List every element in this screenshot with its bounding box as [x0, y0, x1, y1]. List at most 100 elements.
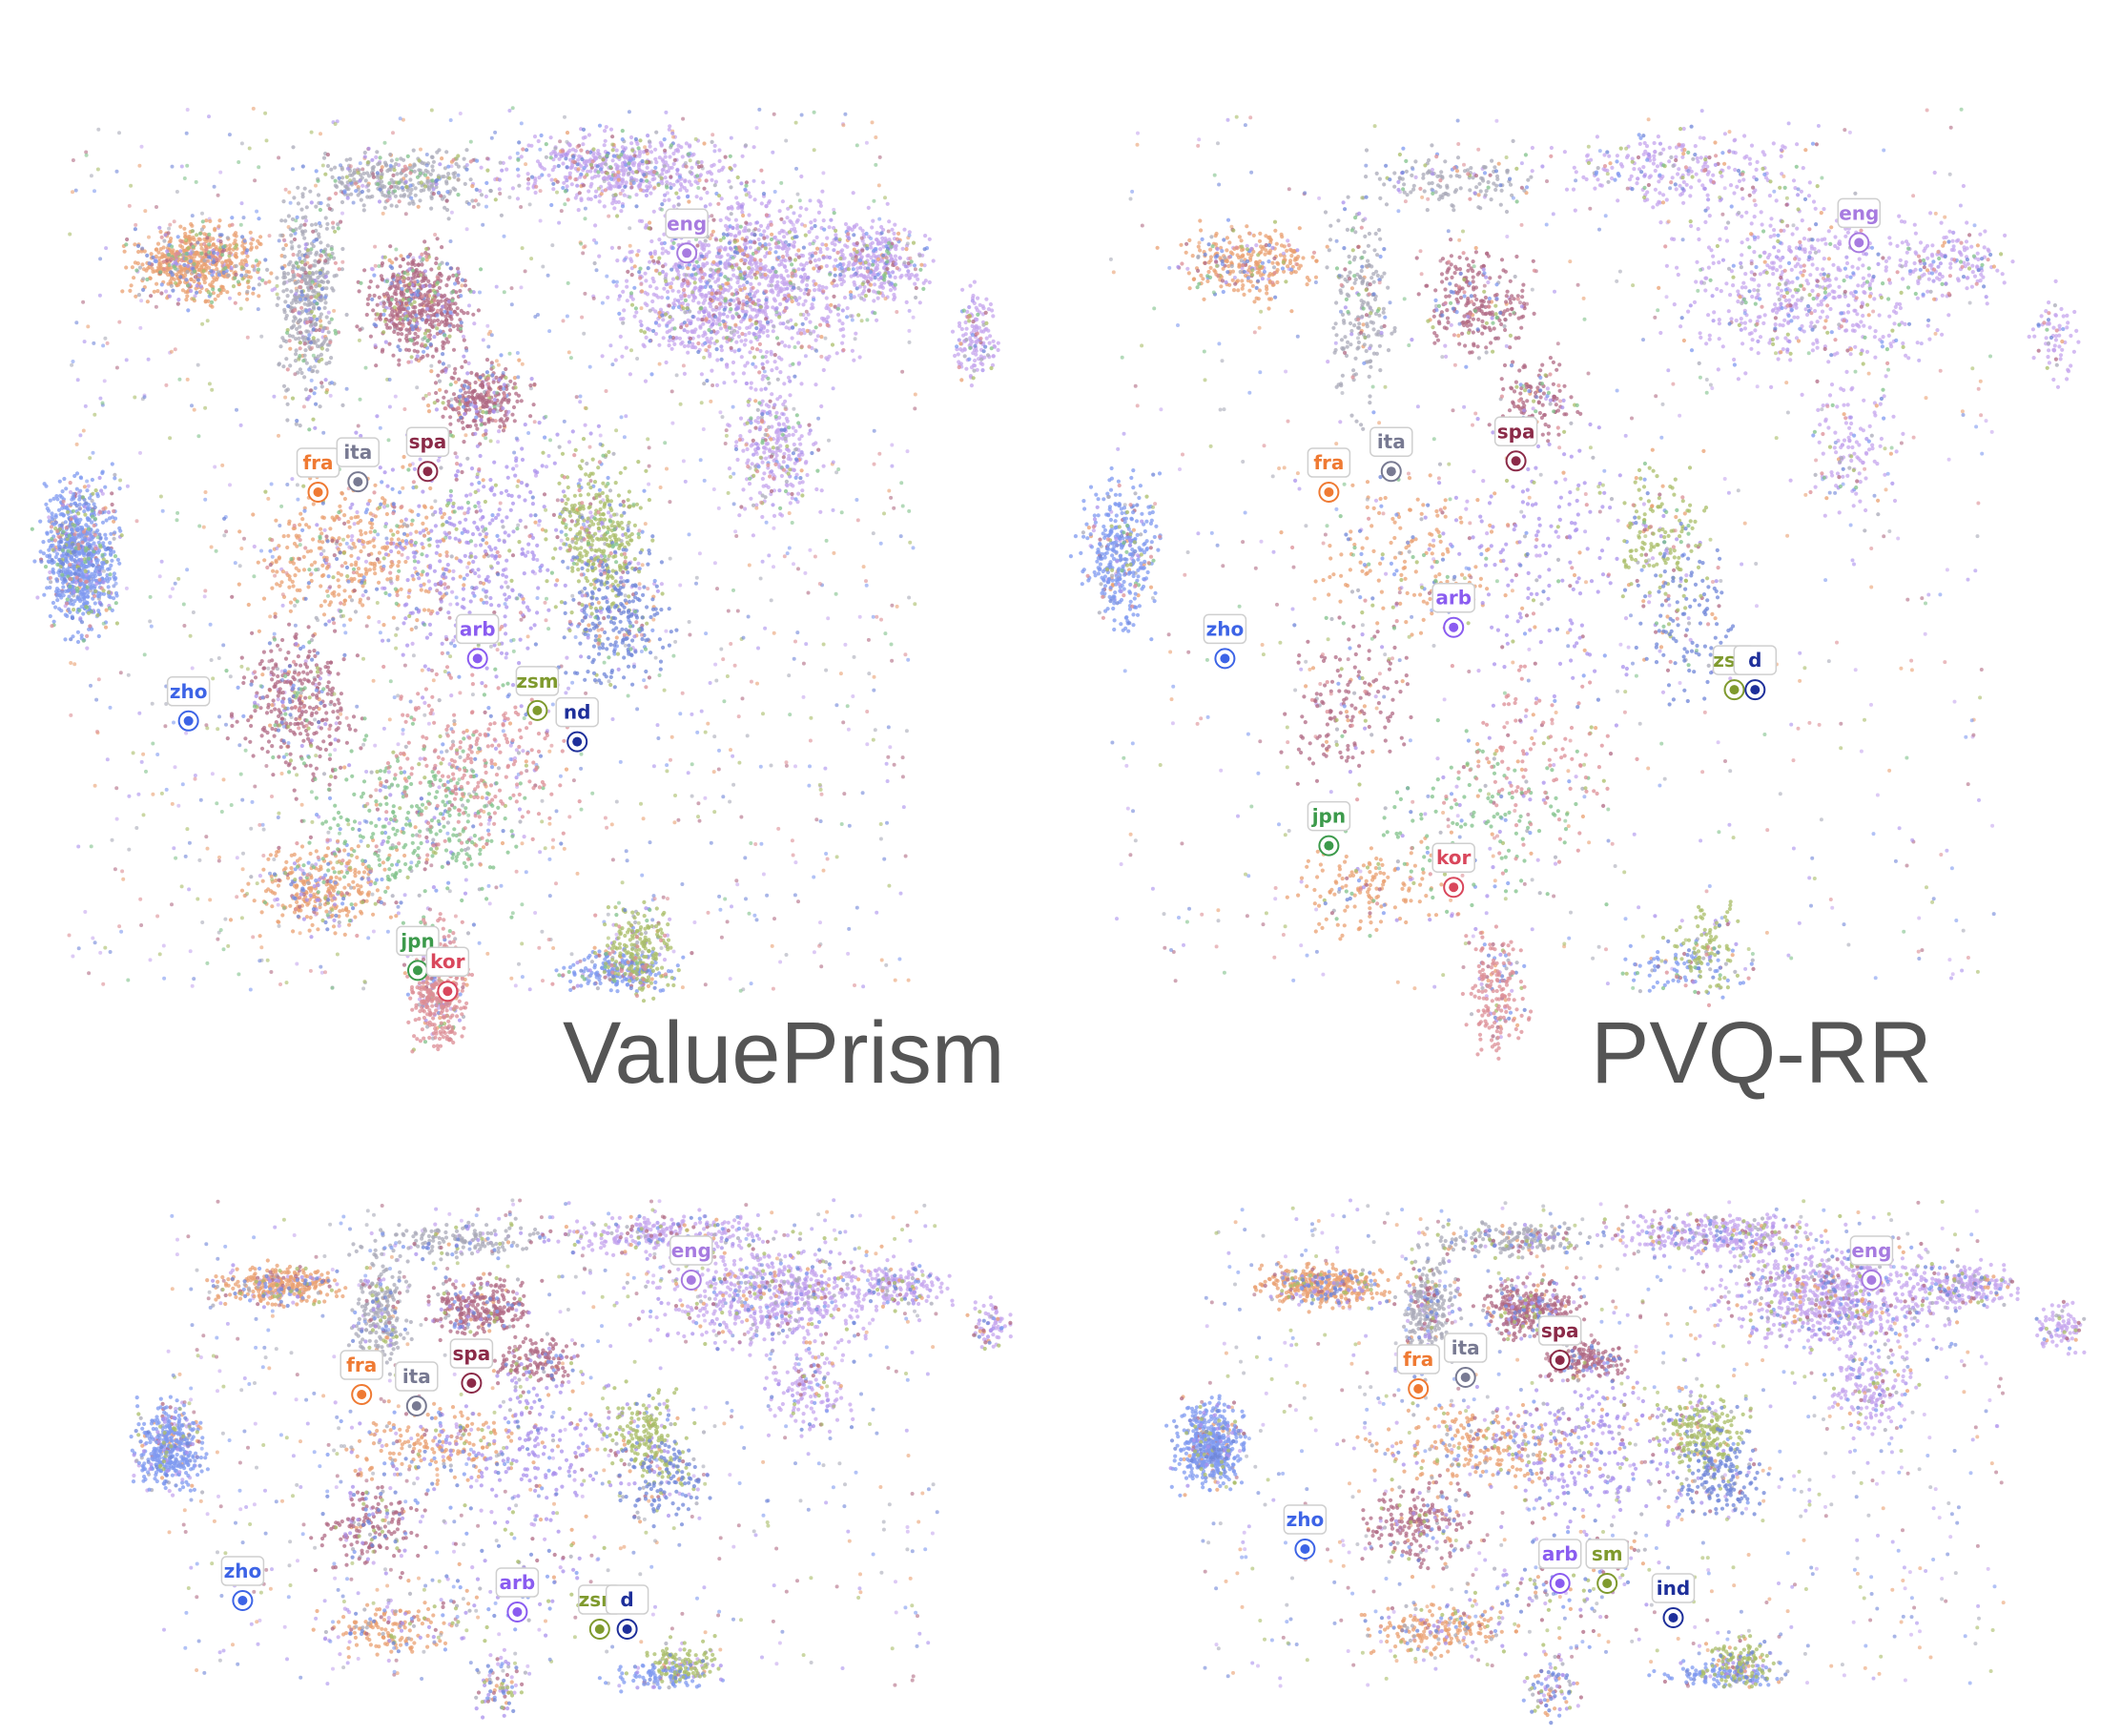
point-eng	[960, 287, 965, 292]
point-eng	[710, 368, 714, 373]
point-ita	[465, 456, 470, 461]
point-eng	[712, 143, 717, 148]
point-fra	[324, 854, 329, 858]
point-fra	[710, 291, 714, 296]
point-fra	[308, 915, 313, 920]
point-eng	[848, 226, 853, 231]
point-eng	[792, 442, 796, 447]
point-eng	[749, 496, 753, 501]
point-eng	[796, 301, 801, 306]
point-eng	[802, 331, 807, 336]
point-fra	[316, 927, 320, 932]
point-ita	[687, 620, 691, 624]
point-ita	[415, 385, 420, 390]
point-eng	[761, 324, 767, 329]
point-eng	[855, 266, 860, 271]
point-eng	[526, 143, 531, 148]
point-ita	[429, 196, 434, 201]
point-fra	[325, 846, 331, 851]
point-spa	[723, 155, 728, 159]
point-fra	[672, 820, 677, 825]
point-ita	[282, 254, 287, 259]
point-fra	[170, 250, 175, 255]
point-fra	[399, 519, 404, 524]
point-eng	[561, 161, 566, 166]
point-ita	[450, 739, 455, 744]
point-eng	[603, 138, 607, 143]
point-eng	[765, 328, 770, 334]
point-eng	[597, 199, 602, 204]
point-eng	[519, 285, 524, 290]
point-eng	[843, 221, 849, 227]
point-eng	[975, 308, 979, 313]
point-eng	[774, 366, 779, 371]
point-fra	[276, 883, 281, 888]
point-spa	[672, 157, 677, 162]
point-eng	[735, 330, 740, 335]
point-ita	[428, 172, 433, 176]
point-eng	[661, 336, 666, 341]
point-eng	[793, 860, 798, 865]
point-fra	[299, 908, 303, 913]
point-fra	[360, 603, 365, 608]
point-ita	[285, 402, 290, 406]
point-eng	[727, 179, 731, 184]
point-eng	[525, 186, 530, 191]
point-eng	[716, 277, 721, 281]
point-eng	[852, 279, 856, 285]
point-eng	[779, 288, 784, 293]
point-eng	[754, 452, 759, 456]
point-eng	[793, 428, 798, 434]
point-fra	[360, 911, 364, 916]
point-eng	[802, 291, 807, 296]
point-eng	[956, 352, 960, 357]
point-fra	[635, 253, 640, 258]
point-eng	[808, 548, 813, 552]
point-eng	[464, 227, 469, 232]
point-eng	[719, 196, 724, 201]
point-eng	[678, 181, 684, 186]
point-fra	[259, 910, 264, 915]
point-eng	[747, 331, 752, 336]
point-ita	[137, 265, 143, 270]
point-fra	[121, 877, 126, 881]
point-eng	[485, 323, 490, 328]
point-eng	[615, 258, 620, 263]
point-eng	[950, 329, 956, 334]
point-eng	[752, 261, 758, 266]
point-eng	[747, 325, 752, 330]
point-eng	[796, 341, 801, 345]
point-ita	[353, 610, 359, 614]
point-spa	[711, 217, 716, 222]
point-eng	[139, 299, 144, 303]
point-ita	[745, 734, 750, 738]
point-eng	[756, 228, 761, 233]
point-eng	[665, 179, 669, 184]
point-fra	[632, 264, 637, 269]
point-eng	[818, 203, 824, 208]
point-ita	[517, 961, 521, 966]
point-fra	[440, 156, 444, 161]
point-ita	[507, 195, 512, 199]
point-fra	[203, 274, 208, 279]
point-eng	[763, 354, 768, 360]
point-ita	[330, 286, 335, 291]
point-eng	[461, 334, 466, 339]
point-ita	[565, 139, 569, 144]
point-eng	[765, 304, 770, 310]
point-eng	[804, 260, 810, 266]
point-ita	[702, 382, 707, 386]
point-ita	[314, 322, 319, 327]
point-eng	[797, 214, 802, 218]
point-eng	[760, 476, 766, 482]
point-ita	[162, 238, 167, 243]
point-fra	[671, 134, 675, 139]
point-fra	[307, 928, 312, 933]
point-eng	[875, 231, 879, 236]
point-fra	[334, 875, 339, 879]
point-eng	[664, 170, 669, 175]
point-eng	[812, 329, 816, 334]
point-fra	[184, 298, 189, 302]
point-fra	[367, 540, 372, 545]
point-eng	[606, 295, 610, 300]
